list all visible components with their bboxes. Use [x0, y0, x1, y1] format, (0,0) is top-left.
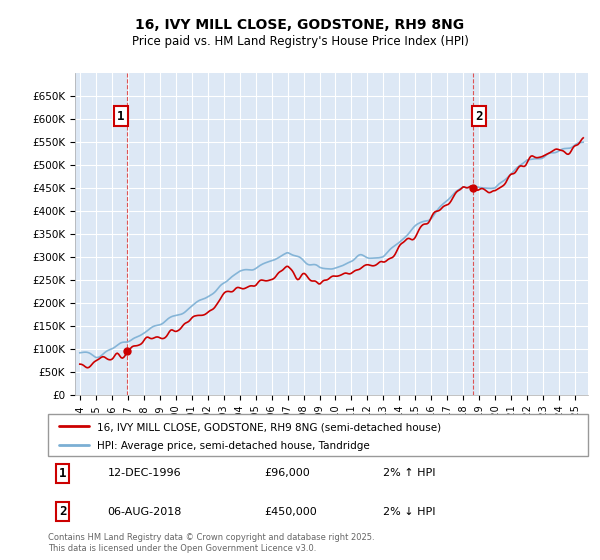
Text: 16, IVY MILL CLOSE, GODSTONE, RH9 8NG: 16, IVY MILL CLOSE, GODSTONE, RH9 8NG — [136, 18, 464, 32]
Text: 2% ↓ HPI: 2% ↓ HPI — [383, 507, 436, 517]
Text: 2: 2 — [59, 505, 66, 518]
Text: 12-DEC-1996: 12-DEC-1996 — [107, 468, 181, 478]
Text: £96,000: £96,000 — [264, 468, 310, 478]
Text: Contains HM Land Registry data © Crown copyright and database right 2025.
This d: Contains HM Land Registry data © Crown c… — [48, 533, 374, 553]
Text: Price paid vs. HM Land Registry's House Price Index (HPI): Price paid vs. HM Land Registry's House … — [131, 35, 469, 49]
FancyBboxPatch shape — [48, 414, 588, 456]
Text: HPI: Average price, semi-detached house, Tandridge: HPI: Average price, semi-detached house,… — [97, 441, 370, 451]
Text: 1: 1 — [117, 110, 125, 123]
Text: 06-AUG-2018: 06-AUG-2018 — [107, 507, 182, 517]
Text: 2: 2 — [475, 110, 482, 123]
Text: 2% ↑ HPI: 2% ↑ HPI — [383, 468, 436, 478]
Text: £450,000: £450,000 — [264, 507, 317, 517]
Text: 1: 1 — [59, 466, 66, 480]
Text: 16, IVY MILL CLOSE, GODSTONE, RH9 8NG (semi-detached house): 16, IVY MILL CLOSE, GODSTONE, RH9 8NG (s… — [97, 422, 441, 432]
